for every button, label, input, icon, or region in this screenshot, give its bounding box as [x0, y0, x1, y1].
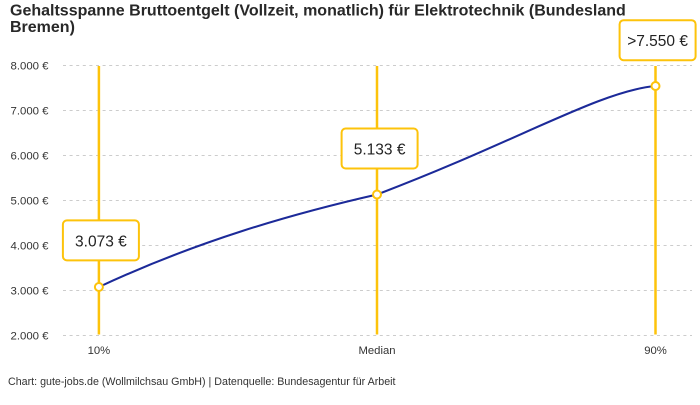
svg-text:3.073 €: 3.073 € — [75, 233, 127, 250]
svg-text:10%: 10% — [88, 345, 111, 357]
svg-text:Chart: gute-jobs.de (Wollmilch: Chart: gute-jobs.de (Wollmilchsau GmbH) … — [8, 376, 396, 388]
svg-text:Bremen): Bremen) — [10, 19, 75, 36]
svg-text:90%: 90% — [644, 345, 667, 357]
svg-text:5.133 €: 5.133 € — [354, 142, 406, 159]
svg-text:7.000 €: 7.000 € — [10, 106, 49, 118]
svg-text:Gehaltsspanne Bruttoentgelt (V: Gehaltsspanne Bruttoentgelt (Vollzeit, m… — [10, 3, 626, 20]
svg-text:4.000 €: 4.000 € — [10, 241, 49, 253]
svg-text:>7.550 €: >7.550 € — [627, 33, 688, 50]
svg-text:6.000 €: 6.000 € — [10, 151, 49, 163]
svg-text:8.000 €: 8.000 € — [10, 61, 49, 73]
svg-text:5.000 €: 5.000 € — [10, 196, 49, 208]
svg-text:3.000 €: 3.000 € — [10, 286, 49, 298]
svg-text:Median: Median — [358, 345, 395, 357]
svg-text:2.000 €: 2.000 € — [10, 331, 49, 343]
